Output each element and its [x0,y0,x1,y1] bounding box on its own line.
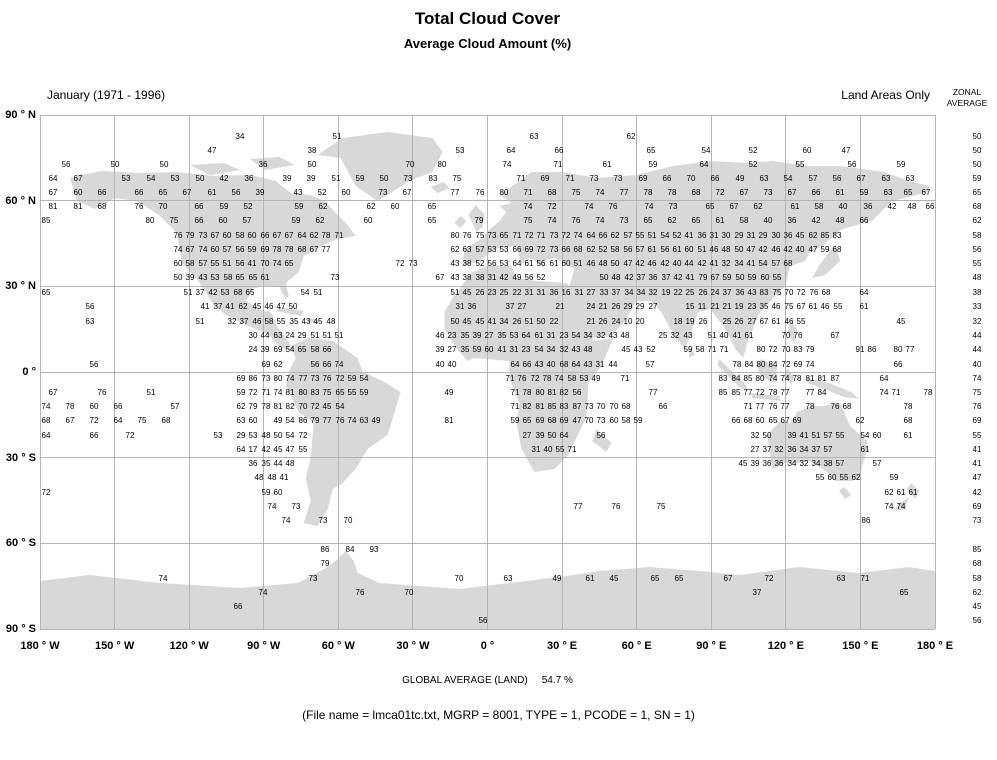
island-new-guinea [807,378,860,399]
zonal-average-value: 33 [972,302,982,311]
lon-axis-label: 90 ° E [696,640,727,652]
lon-axis-label: 180 ° E [916,640,954,652]
global-average-value: 54.7 % [541,675,573,686]
global-average-label: GLOBAL AVERAGE (LAND) [402,675,528,686]
zonal-average-value: 62 [972,588,982,597]
lat-axis-label: 90 ° N [5,109,36,121]
chart-subtitle: Average Cloud Amount (%) [403,36,572,51]
zonal-average-value: 45 [972,602,982,611]
continent-south-america [285,338,401,526]
world-map-silhouette [40,132,935,629]
map-area [40,115,935,629]
lon-axis-label: 120 ° E [767,640,804,652]
zonal-average-value: 58 [972,574,982,583]
lat-axis-label: 60 ° S [5,537,36,550]
zonal-average-value: 59 [972,174,982,183]
continent-north-america [69,171,356,351]
lon-axis-label: 0 ° [480,640,495,652]
island-borneo [756,359,778,383]
zonal-header-line2: AVERAGE [946,98,988,108]
continent-greenland [317,132,443,201]
zonal-average-value: 74 [972,374,982,383]
lon-axis-label: 90 ° W [247,640,281,652]
island-tasmania [839,487,852,499]
continent-australia [767,403,868,481]
file-info: (File name = lmca01tc.txt, MGRP = 8001, … [302,708,695,722]
zonal-average-value: 44 [972,331,982,340]
zonal-average-value: 55 [972,259,982,268]
lat-axis-label: 30 ° S [5,451,36,464]
lon-axis-label: 60 ° E [621,640,652,652]
zonal-average-value: 50 [972,132,982,141]
zonal-average-value: 44 [972,345,982,354]
lon-axis-label: 60 ° W [321,640,355,652]
zonal-average-value: 40 [972,360,982,369]
island-iceland [430,182,450,193]
zonal-average-value: 76 [972,402,982,411]
period-label: January (1971 - 1996) [47,88,166,102]
zonal-average-value: 62 [972,216,982,225]
continent-africa [444,266,614,472]
lon-axis-label: 150 ° W [94,640,135,652]
lon-axis-label: 30 ° E [547,640,578,652]
zonal-average-value: 55 [972,431,982,440]
island-java [751,393,782,401]
zonal-average-value: 48 [972,273,982,282]
zonal-average-value: 68 [972,202,982,211]
lon-axis-label: 120 ° W [169,640,209,652]
zonal-average-value: 50 [972,160,982,169]
island-britain [468,205,485,232]
lat-axis-label: 0 ° [22,366,36,378]
island-new-zealand-south [895,497,910,511]
lon-axis-label: 30 ° W [396,640,430,652]
area-label: Land Areas Only [841,88,930,102]
zonal-average-value: 65 [972,188,982,197]
zonal-average-value: 41 [972,445,982,454]
lat-axis-label: 90 ° S [5,623,36,635]
global-average: GLOBAL AVERAGE (LAND) 54.7 % [40,675,935,686]
zonal-average-header: ZONAL AVERAGE [938,87,996,109]
continent-antarctica [40,551,935,629]
island-philippines [787,320,798,343]
island-sri-lanka [689,347,696,358]
island-japan [812,244,841,278]
zonal-average-value: 68 [972,559,982,568]
islands-arctic-2 [249,157,295,170]
islands-arctic-1 [189,163,240,175]
zonal-average-value: 41 [972,459,982,468]
zonal-average-value: 85 [972,545,982,554]
island-ireland [454,216,467,228]
lon-axis-label: 180 ° W [20,640,60,652]
zonal-average-value: 50 [972,146,982,155]
zonal-average-value: 56 [972,616,982,625]
zonal-average-value: 75 [972,388,982,397]
island-sumatra [717,359,750,391]
zonal-average-value: 42 [972,488,982,497]
zonal-average-value: 69 [972,416,982,425]
zonal-average-value: 38 [972,288,982,297]
chart-title: Total Cloud Cover [414,9,561,28]
zonal-average-value: 73 [972,516,982,525]
lon-axis-label: 150 ° E [842,640,879,652]
zonal-average-value: 58 [972,231,982,240]
island-hispaniola [306,318,320,324]
island-sulawesi [784,368,795,385]
zonal-average-value: 32 [972,317,982,326]
continent-eurasia [462,161,930,358]
zonal-average-value: 69 [972,502,982,511]
zonal-average-value: 47 [972,473,982,482]
lat-axis-label: 60 ° N [5,194,36,207]
lat-axis-label: 30 ° N [5,280,36,293]
island-madagascar [592,429,612,452]
island-new-zealand-north [907,483,920,499]
zonal-average-value: 56 [972,245,982,254]
island-cuba [276,307,304,316]
zonal-header-line1: ZONAL [952,87,982,97]
